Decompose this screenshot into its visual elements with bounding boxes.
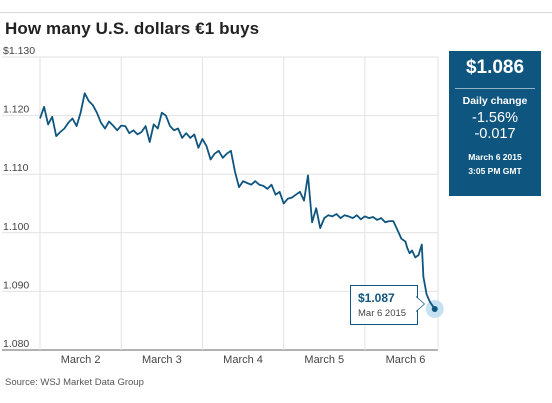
- y-tick-label: 1.120: [3, 104, 29, 116]
- y-tick-label: 1.100: [3, 221, 29, 233]
- current-price: $1.086: [465, 57, 525, 78]
- x-axis-ticks: March 2 March 3 March 4 March 5 March 6: [61, 354, 426, 366]
- x-tick-label: March 5: [304, 354, 344, 366]
- daily-change-box: $1.086 Daily change -1.56% -0.017 March …: [449, 51, 541, 196]
- y-tick-label: 1.090: [3, 279, 29, 291]
- y-axis-ticks: $1.130 1.120 1.110 1.100 1.090 1.080: [3, 45, 35, 350]
- daily-change-label: Daily change: [462, 95, 528, 107]
- source-note: Source: WSJ Market Data Group: [5, 377, 144, 388]
- chart-title: How many U.S. dollars €1 buys: [5, 19, 260, 38]
- y-tick-label: 1.110: [3, 162, 29, 174]
- info-date: March 6 2015: [468, 152, 522, 162]
- last-point-marker: [431, 305, 438, 312]
- x-tick-label: March 6: [386, 354, 426, 366]
- last-value-callout: $1.087 Mar 6 2015: [350, 285, 418, 325]
- series-layer: [39, 92, 444, 318]
- callout-price: $1.087: [358, 291, 395, 305]
- y-tick-label: 1.080: [3, 338, 29, 350]
- info-time: 3:05 PM GMT: [468, 166, 522, 176]
- daily-change-absolute: -0.017: [474, 126, 516, 142]
- callout-pointer-fill: [416, 297, 424, 311]
- top-rule: [0, 12, 552, 13]
- x-tick-label: March 3: [142, 354, 182, 366]
- x-tick-label: March 2: [61, 354, 101, 366]
- info-divider: [455, 88, 535, 89]
- y-tick-label: $1.130: [3, 45, 35, 57]
- callout-date: Mar 6 2015: [358, 308, 407, 319]
- x-tick-label: March 4: [223, 354, 263, 366]
- eur-usd-line: [39, 92, 436, 310]
- daily-change-percent: -1.56%: [472, 110, 518, 126]
